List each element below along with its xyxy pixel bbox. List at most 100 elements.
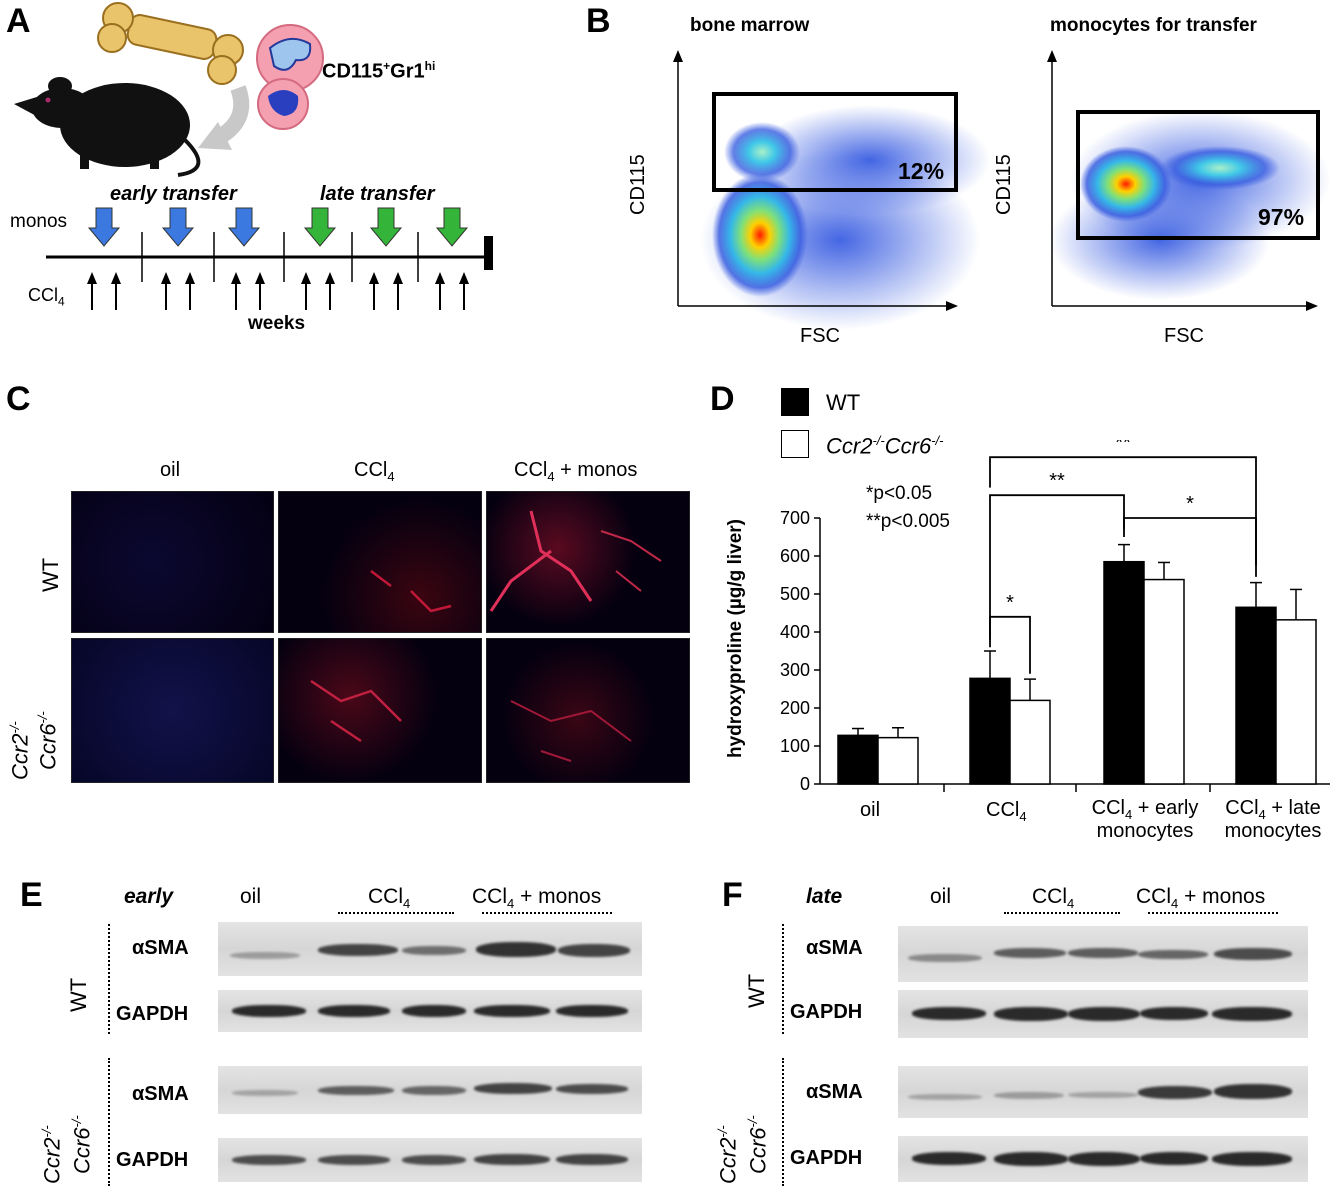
ccl4-arrowhead-icon bbox=[161, 272, 171, 284]
sig-note-1: *p<0.05 bbox=[866, 483, 933, 504]
sig-note-2: **p<0.005 bbox=[866, 511, 950, 532]
bar-ko bbox=[1143, 578, 1185, 785]
gate-box-right bbox=[1076, 110, 1320, 240]
sig-bracket-early-late bbox=[1123, 517, 1257, 577]
y-tick-label: 300 bbox=[780, 660, 810, 680]
bone-icon bbox=[97, 2, 244, 85]
panel-label-a: A bbox=[6, 2, 31, 40]
ccl4-arrowhead-icon bbox=[393, 272, 403, 284]
bar-ko bbox=[1275, 619, 1317, 785]
blot-e-row-wt: WT bbox=[66, 977, 91, 1012]
panel-a-diagram bbox=[14, 2, 493, 270]
late-transfer-label: late transfer bbox=[320, 183, 435, 205]
bar-ko bbox=[1009, 699, 1051, 785]
monos-label: monos bbox=[10, 211, 68, 232]
flow-left-title: bone marrow bbox=[690, 15, 810, 36]
y-tick-label: 400 bbox=[780, 622, 810, 642]
ccl4-arrowhead-icon bbox=[325, 272, 335, 284]
bar-wt bbox=[1235, 606, 1277, 785]
chart-cat-oil: oil bbox=[860, 799, 881, 821]
ccl4-arrowhead-icon bbox=[185, 272, 195, 284]
micro-row-ko-b: Ccr6-/- bbox=[35, 711, 61, 770]
legend-label-ko: Ccr2-/-Ccr6-/- bbox=[826, 433, 944, 459]
transfer-arrow-icon bbox=[161, 207, 195, 247]
gate-box-left bbox=[712, 92, 958, 192]
blot-e-sma-label-ko: αSMA bbox=[132, 1083, 189, 1105]
chart-cat-late: CCl4 + late monocytes bbox=[1224, 797, 1322, 842]
flow-left-xlabel: FSC bbox=[800, 325, 840, 347]
blot-e-wt-gapdh bbox=[218, 990, 642, 1032]
ccl4-arrowhead-icon bbox=[459, 272, 469, 284]
chart-ylabel: hydroxyproline (µg/g liver) bbox=[725, 519, 746, 758]
sig-bracket-ccl4 bbox=[989, 615, 1031, 674]
blot-f-sma-label-wt: αSMA bbox=[806, 937, 863, 959]
micro-row-ko-a: Ccr2-/- bbox=[7, 721, 33, 780]
blot-e-gapdh-label-wt: GAPDH bbox=[116, 1003, 189, 1025]
micro-ko-ccl4 bbox=[278, 638, 482, 783]
blot-e-timing: early bbox=[124, 885, 174, 908]
flow-right-xlabel: FSC bbox=[1164, 325, 1204, 347]
blot-f-col-ccl4-monos: CCl4 + monos bbox=[1136, 885, 1266, 912]
micro-wt-ccl4 bbox=[278, 491, 482, 633]
ccl4-arrowhead-icon bbox=[255, 272, 265, 284]
micro-ko-ccl4-monos bbox=[486, 638, 690, 783]
ccl4-arrowhead-icon bbox=[87, 272, 97, 284]
micro-col-ccl4: CCl4 bbox=[354, 459, 395, 484]
ccl4-arrowhead-icon bbox=[231, 272, 241, 284]
blot-f-wt-gapdh bbox=[898, 990, 1308, 1038]
blot-f-row-wt: WT bbox=[744, 973, 769, 1008]
panel-label-f: F bbox=[722, 876, 743, 914]
y-tick-label: 100 bbox=[780, 736, 810, 756]
transfer-arrow-icon bbox=[303, 207, 337, 247]
blot-e-ko-gapdh bbox=[218, 1138, 642, 1182]
y-tick-label: 600 bbox=[780, 546, 810, 566]
blot-e-sma-label-wt: αSMA bbox=[132, 937, 189, 959]
blot-f-ko-gapdh bbox=[898, 1136, 1308, 1182]
micro-wt-ccl4-monos bbox=[486, 491, 690, 633]
blot-e-wt-sma bbox=[218, 922, 642, 976]
micro-fibers bbox=[310, 510, 662, 762]
blot-f-col-oil: oil bbox=[930, 885, 952, 908]
flow-right-title: monocytes for transfer bbox=[1050, 15, 1257, 36]
transfer-arrow-icon bbox=[87, 207, 121, 247]
y-tick-label: 500 bbox=[780, 584, 810, 604]
blot-f-gapdh-label-wt: GAPDH bbox=[790, 1001, 863, 1023]
flow-plot-monocytes bbox=[1047, 50, 1330, 311]
flow-cytometry-plots bbox=[673, 50, 1330, 330]
ccl4-arrowhead-icon bbox=[301, 272, 311, 284]
y-tick-label: 700 bbox=[780, 508, 810, 528]
micro-row-wt: WT bbox=[38, 557, 63, 592]
monocyte-cell-icon bbox=[256, 24, 324, 130]
micro-wt-oil bbox=[71, 491, 274, 633]
mouse-icon bbox=[14, 77, 201, 177]
sig-bracket-ccl4-late-label: ** bbox=[1115, 440, 1131, 454]
y-tick-label: 0 bbox=[800, 774, 810, 794]
blot-f-row-ko-a: Ccr2-/- bbox=[715, 1125, 741, 1184]
micro-col-ccl4-monos: CCl4 + monos bbox=[514, 459, 638, 484]
legend-swatch-ko bbox=[781, 430, 809, 458]
blot-f-timing: late bbox=[806, 885, 843, 908]
chart-cat-ccl4: CCl4 bbox=[986, 799, 1027, 824]
panel-label-d: D bbox=[710, 380, 735, 418]
y-tick-label: 200 bbox=[780, 698, 810, 718]
micro-ko-oil bbox=[71, 638, 274, 783]
bar-ko bbox=[877, 736, 919, 785]
blot-f-wt-sma bbox=[898, 926, 1308, 982]
early-transfer-label: early transfer bbox=[110, 183, 237, 205]
panel-label-b: B bbox=[586, 2, 611, 40]
sig-bracket-ccl4-label: * bbox=[1006, 592, 1014, 614]
sig-bracket-ccl4-early-label: ** bbox=[1049, 470, 1065, 492]
sig-bracket-ccl4-early bbox=[989, 494, 1125, 640]
blot-e-col-oil: oil bbox=[240, 885, 262, 908]
ccl4-arrowhead-icon bbox=[369, 272, 379, 284]
timeline-marks bbox=[87, 207, 469, 310]
gate-percent-right: 97% bbox=[1258, 204, 1305, 230]
blot-f-row-ko-b: Ccr6-/- bbox=[745, 1115, 771, 1174]
blot-e-ko-sma bbox=[218, 1066, 642, 1114]
bar-wt bbox=[969, 677, 1011, 785]
blot-e-row-ko-a: Ccr2-/- bbox=[39, 1125, 65, 1184]
transfer-arrow-icon bbox=[435, 207, 469, 247]
cd115-gr1-label: CD115+Gr1hi bbox=[322, 59, 436, 83]
blot-f-ko-sma bbox=[898, 1066, 1308, 1118]
micro-col-oil: oil bbox=[160, 459, 181, 481]
